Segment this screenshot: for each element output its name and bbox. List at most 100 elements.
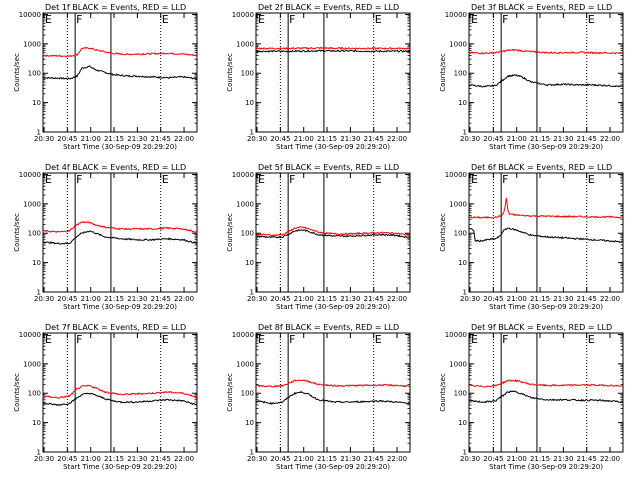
- x-tick-label: 20:30: [247, 455, 267, 463]
- y-tick-label: 10: [245, 99, 254, 107]
- panel-title: Det 3f BLACK = Events, RED = LLD: [471, 3, 612, 12]
- plot-frame: [255, 332, 411, 453]
- x-tick-label: 21:00: [294, 135, 314, 143]
- x-tick-label: 21:30: [127, 295, 147, 303]
- x-tick-label: 20:45: [483, 295, 503, 303]
- events-series-line: [469, 390, 623, 404]
- x-tick-label: 20:30: [34, 135, 54, 143]
- y-tick-label: 1000: [23, 200, 41, 208]
- y-tick-label: 1: [463, 289, 467, 297]
- y-tick-label: 1000: [236, 360, 254, 368]
- y-tick-label: 1: [37, 289, 41, 297]
- x-axis-label: Start Time (30-Sep-09 20:29:20): [489, 463, 603, 471]
- x-tick-label: 21:00: [507, 295, 527, 303]
- y-tick-label: 1000: [449, 200, 467, 208]
- x-axis-label: Start Time (30-Sep-09 20:29:20): [63, 143, 177, 151]
- plot-frame: [468, 332, 624, 453]
- y-tick-label: 1: [250, 449, 254, 457]
- x-tick-label: 21:00: [507, 135, 527, 143]
- events-series-line: [469, 227, 623, 243]
- y-tick-label: 10000: [232, 11, 254, 19]
- x-tick-label: 21:30: [553, 135, 573, 143]
- interval-marker-label: E: [162, 333, 169, 346]
- x-tick-label: 22:00: [174, 135, 194, 143]
- interval-marker-label: F: [502, 173, 508, 186]
- x-tick-label: 22:00: [387, 295, 407, 303]
- y-tick-label: 1: [37, 129, 41, 137]
- x-tick-label: 21:15: [317, 295, 337, 303]
- detector-panel-7: Det 7f BLACK = Events, RED = LLD 1 10 100 10…: [13, 323, 198, 471]
- interval-marker-label: E: [258, 173, 265, 186]
- x-axis-label: Start Time (30-Sep-09 20:29:20): [276, 143, 390, 151]
- x-tick-label: 21:15: [530, 455, 550, 463]
- x-tick-label: 21:30: [340, 455, 360, 463]
- y-tick-label: 10: [245, 419, 254, 427]
- y-tick-label: 1: [463, 449, 467, 457]
- y-tick-label: 100: [241, 230, 254, 238]
- y-tick-label: 10: [458, 259, 467, 267]
- x-axis-label: Start Time (30-Sep-09 20:29:20): [276, 303, 390, 311]
- x-tick-label: 20:30: [460, 455, 480, 463]
- y-tick-label: 1: [250, 129, 254, 137]
- events-series-line: [43, 65, 197, 80]
- lld-series-line: [256, 46, 410, 50]
- x-tick-label: 20:30: [247, 135, 267, 143]
- x-tick-label: 20:45: [270, 455, 290, 463]
- x-tick-label: 21:30: [127, 455, 147, 463]
- y-tick-label: 10: [458, 99, 467, 107]
- interval-marker-label: E: [162, 173, 169, 186]
- x-axis-label: Start Time (30-Sep-09 20:29:20): [63, 463, 177, 471]
- panel-title: Det 5f BLACK = Events, RED = LLD: [258, 163, 399, 172]
- events-series-line: [43, 230, 197, 245]
- y-tick-label: 100: [28, 70, 41, 78]
- plot-frame: [42, 332, 198, 453]
- x-tick-label: 20:30: [460, 295, 480, 303]
- y-tick-label: 10: [32, 99, 41, 107]
- panel-title: Det 4f BLACK = Events, RED = LLD: [45, 163, 186, 172]
- x-tick-label: 21:45: [151, 135, 171, 143]
- y-axis-label: Counts/sec: [226, 373, 234, 412]
- lld-series-line: [43, 384, 197, 399]
- y-axis-label: Counts/sec: [13, 213, 21, 252]
- y-tick-label: 100: [454, 230, 467, 238]
- y-tick-label: 1000: [23, 360, 41, 368]
- plot-frame: [255, 172, 411, 293]
- y-tick-label: 100: [241, 390, 254, 398]
- x-tick-label: 22:00: [387, 455, 407, 463]
- plot-frame: [255, 12, 411, 133]
- lld-series-line: [469, 197, 623, 219]
- interval-marker-label: E: [375, 173, 382, 186]
- interval-marker-label: F: [76, 333, 82, 346]
- interval-marker-label: F: [502, 333, 508, 346]
- panel-title: Det 2f BLACK = Events, RED = LLD: [258, 3, 399, 12]
- x-tick-label: 21:15: [104, 135, 124, 143]
- y-tick-label: 100: [454, 70, 467, 78]
- events-series-line: [43, 392, 197, 407]
- detector-panel-2: Det 2f BLACK = Events, RED = LLD 1 10 100 10…: [226, 3, 411, 151]
- interval-marker-label: E: [375, 333, 382, 346]
- interval-marker-label: E: [471, 13, 478, 26]
- y-tick-label: 1000: [236, 40, 254, 48]
- y-tick-label: 10: [458, 419, 467, 427]
- y-tick-label: 100: [454, 390, 467, 398]
- y-tick-label: 100: [28, 230, 41, 238]
- x-tick-label: 21:45: [577, 135, 597, 143]
- x-tick-label: 21:45: [364, 455, 384, 463]
- x-tick-label: 21:15: [104, 455, 124, 463]
- lld-series-line: [43, 221, 197, 234]
- y-axis-label: Counts/sec: [439, 373, 447, 412]
- x-tick-label: 21:00: [81, 455, 101, 463]
- y-tick-label: 10: [32, 259, 41, 267]
- panel-title: Det 7f BLACK = Events, RED = LLD: [45, 323, 186, 332]
- detector-panel-3: Det 3f BLACK = Events, RED = LLD 1 10 100 10…: [439, 3, 624, 151]
- plot-frame: [468, 172, 624, 293]
- y-tick-label: 10000: [19, 171, 41, 179]
- panel-title: Det 1f BLACK = Events, RED = LLD: [45, 3, 186, 12]
- y-axis-label: Counts/sec: [439, 213, 447, 252]
- interval-marker-label: E: [588, 13, 595, 26]
- y-axis-label: Counts/sec: [13, 53, 21, 92]
- x-tick-label: 21:45: [577, 295, 597, 303]
- x-axis-label: Start Time (30-Sep-09 20:29:20): [63, 303, 177, 311]
- x-tick-label: 22:00: [174, 295, 194, 303]
- x-tick-label: 21:45: [577, 455, 597, 463]
